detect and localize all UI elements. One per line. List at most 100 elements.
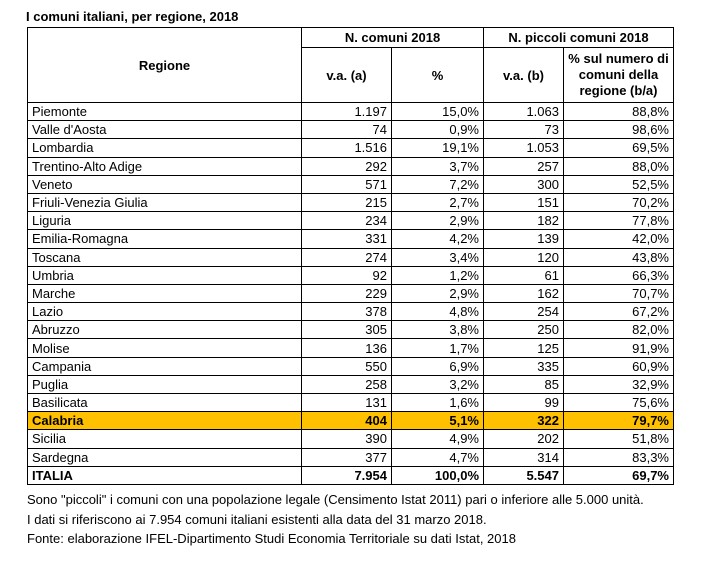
va-b-cell: 335: [483, 356, 564, 376]
pct-cell: 3,7%: [391, 156, 484, 176]
table-row: Calabria 404 5,1% 322 79,7%: [27, 411, 674, 431]
pct-cell: 4,8%: [391, 302, 484, 322]
va-b-cell: 314: [483, 447, 564, 467]
header-n-piccoli-comuni: N. piccoli comuni 2018: [483, 27, 674, 48]
pct-cell: 4,9%: [391, 429, 484, 449]
pct-b-cell: 66,3%: [563, 265, 674, 285]
table-row: Toscana 274 3,4% 120 43,8%: [27, 247, 674, 267]
va-b-cell: 254: [483, 302, 564, 322]
table-row: Sicilia 390 4,9% 202 51,8%: [27, 429, 674, 449]
va-a-cell: 131: [301, 392, 392, 413]
header-regione: Regione: [27, 27, 302, 103]
region-cell: Valle d'Aosta: [27, 120, 302, 140]
region-cell: Abruzzo: [27, 320, 302, 340]
region-cell: Basilicata: [27, 392, 302, 413]
header-n-comuni: N. comuni 2018: [301, 27, 484, 48]
table-row: Sardegna 377 4,7% 314 83,3%: [27, 447, 674, 467]
pct-b-cell: 82,0%: [563, 320, 674, 340]
va-b-cell: 182: [483, 211, 564, 231]
pct-cell: 3,2%: [391, 374, 484, 395]
va-b-cell: 202: [483, 429, 564, 449]
region-cell: Friuli-Venezia Giulia: [27, 192, 302, 213]
region-cell: Puglia: [27, 374, 302, 395]
region-cell: Campania: [27, 356, 302, 376]
pct-cell: 1,7%: [391, 338, 484, 358]
pct-b-cell: 77,8%: [563, 211, 674, 231]
va-b-cell: 1.053: [483, 138, 564, 158]
region-cell: Marche: [27, 283, 302, 304]
pct-cell: 0,9%: [391, 120, 484, 140]
comuni-table: Regione N. comuni 2018 N. piccoli comuni…: [27, 27, 674, 485]
table-row: Trentino-Alto Adige 292 3,7% 257 88,0%: [27, 156, 674, 176]
pct-b-cell: 70,2%: [563, 192, 674, 213]
region-cell: Piemonte: [27, 101, 302, 122]
region-cell: Lombardia: [27, 138, 302, 158]
va-a-cell: 234: [301, 211, 392, 231]
total-pct-cell: 100,0%: [391, 465, 484, 485]
va-a-cell: 378: [301, 302, 392, 322]
region-cell: Calabria: [27, 411, 302, 431]
table-title: I comuni italiani, per regione, 2018: [26, 9, 239, 24]
va-b-cell: 162: [483, 283, 564, 304]
header-pct-b-a: % sul numero di comuni della regione (b/…: [563, 47, 674, 103]
pct-b-cell: 83,3%: [563, 447, 674, 467]
table-row: Campania 550 6,9% 335 60,9%: [27, 356, 674, 376]
va-a-cell: 136: [301, 338, 392, 358]
va-b-cell: 322: [483, 411, 564, 431]
pct-b-cell: 43,8%: [563, 247, 674, 267]
note-fonte: Fonte: elaborazione IFEL-Dipartimento St…: [27, 531, 516, 546]
pct-cell: 7,2%: [391, 174, 484, 194]
pct-b-cell: 60,9%: [563, 356, 674, 376]
region-cell: Umbria: [27, 265, 302, 285]
table-row: Puglia 258 3,2% 85 32,9%: [27, 374, 674, 395]
table-row: Abruzzo 305 3,8% 250 82,0%: [27, 320, 674, 340]
region-cell: Veneto: [27, 174, 302, 194]
va-b-cell: 1.063: [483, 101, 564, 122]
pct-cell: 2,9%: [391, 211, 484, 231]
region-cell: Sicilia: [27, 429, 302, 449]
table-row: Piemonte 1.197 15,0% 1.063 88,8%: [27, 101, 674, 122]
region-cell: Liguria: [27, 211, 302, 231]
table-row: Lazio 378 4,8% 254 67,2%: [27, 302, 674, 322]
region-cell: Sardegna: [27, 447, 302, 467]
region-cell: Emilia-Romagna: [27, 229, 302, 249]
va-b-cell: 73: [483, 120, 564, 140]
va-b-cell: 120: [483, 247, 564, 267]
va-b-cell: 85: [483, 374, 564, 395]
header-pct: %: [391, 47, 484, 103]
pct-cell: 5,1%: [391, 411, 484, 431]
header-va-b: v.a. (b): [483, 47, 564, 103]
va-a-cell: 331: [301, 229, 392, 249]
pct-cell: 3,8%: [391, 320, 484, 340]
table-row: Molise 136 1,7% 125 91,9%: [27, 338, 674, 358]
table-row: Emilia-Romagna 331 4,2% 139 42,0%: [27, 229, 674, 249]
va-b-cell: 61: [483, 265, 564, 285]
va-a-cell: 404: [301, 411, 392, 431]
pct-b-cell: 88,8%: [563, 101, 674, 122]
pct-cell: 15,0%: [391, 101, 484, 122]
pct-b-cell: 98,6%: [563, 120, 674, 140]
pct-b-cell: 79,7%: [563, 411, 674, 431]
va-a-cell: 74: [301, 120, 392, 140]
pct-b-cell: 91,9%: [563, 338, 674, 358]
pct-cell: 3,4%: [391, 247, 484, 267]
va-a-cell: 274: [301, 247, 392, 267]
va-a-cell: 1.516: [301, 138, 392, 158]
va-b-cell: 250: [483, 320, 564, 340]
va-a-cell: 550: [301, 356, 392, 376]
total-row: ITALIA 7.954 100,0% 5.547 69,7%: [27, 465, 674, 485]
pct-b-cell: 51,8%: [563, 429, 674, 449]
pct-b-cell: 52,5%: [563, 174, 674, 194]
va-b-cell: 151: [483, 192, 564, 213]
pct-cell: 1,2%: [391, 265, 484, 285]
pct-cell: 2,9%: [391, 283, 484, 304]
va-a-cell: 305: [301, 320, 392, 340]
va-a-cell: 92: [301, 265, 392, 285]
table-row: Basilicata 131 1,6% 99 75,6%: [27, 392, 674, 413]
note-dati: I dati si riferiscono ai 7.954 comuni it…: [27, 511, 487, 527]
pct-cell: 1,6%: [391, 392, 484, 413]
table-row: Umbria 92 1,2% 61 66,3%: [27, 265, 674, 285]
table-body: Piemonte 1.197 15,0% 1.063 88,8% Valle d'Aost…: [27, 101, 674, 467]
header-va-a: v.a. (a): [301, 47, 392, 103]
table-row: Marche 229 2,9% 162 70,7%: [27, 283, 674, 304]
